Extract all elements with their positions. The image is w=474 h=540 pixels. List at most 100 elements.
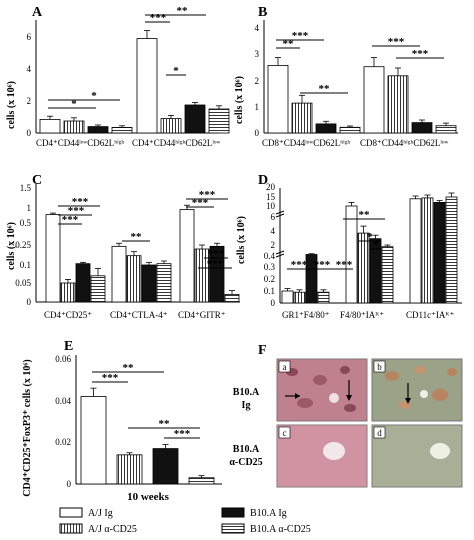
bar-aj-ig: [39, 119, 61, 134]
bar-aj-anti-cd25: [291, 102, 313, 134]
y-tick-label: 0.04: [55, 396, 71, 406]
y-tick-label: 4: [27, 64, 32, 74]
y-axis-label: cells (x 10⁶): [236, 216, 247, 264]
bar-aj-ig: [45, 214, 61, 303]
group-label: CD8⁺CD44ˡᵒʷCD62Lʰⁱᵍʰ: [262, 138, 350, 148]
panel-letter-b: B: [258, 5, 267, 20]
bars: [45, 204, 240, 303]
bar-b10a-anti-cd25: [156, 263, 172, 303]
y-axis-label: cells (x 10⁶): [6, 222, 17, 270]
bars: [281, 192, 458, 304]
bar-aj-ig: [267, 65, 289, 134]
y-tick-label: 0.25: [15, 240, 31, 250]
sig-label: **: [123, 362, 135, 374]
y-tick-label: 1: [27, 203, 32, 213]
y-tick-label: 0: [67, 479, 72, 489]
micrograph-d: d: [371, 424, 463, 488]
group-label: CD4⁺CD25⁺: [44, 310, 92, 320]
bar-b10a-ig: [141, 264, 157, 303]
y-tick-label: 0.05: [15, 278, 31, 288]
micrograph-c: c: [276, 424, 368, 488]
bar-b10a-ig: [411, 122, 433, 134]
sig-label: ***: [207, 258, 224, 270]
y-tick-label: 0.02: [55, 437, 71, 447]
bar-b10a-anti-cd25: [224, 293, 240, 303]
sig-label: *: [373, 239, 379, 251]
legend-label: A/J α-CD25: [88, 524, 137, 535]
micrograph-a: a: [276, 358, 368, 422]
y-tick-label: 10: [266, 201, 276, 211]
group-label: CD4⁺GITR⁺: [178, 310, 226, 320]
y-tick-label: 2: [27, 96, 32, 106]
panel-letter-c: C: [32, 173, 42, 188]
sig-label: ***: [314, 259, 331, 271]
legend-label: B10.A Ig: [250, 508, 287, 519]
bar-b10a-anti-cd25: [435, 125, 457, 134]
row-label: B10.A: [233, 444, 260, 455]
y-tick-label: 2: [271, 240, 276, 250]
group-label: GR1⁺F4/80⁺: [282, 310, 330, 320]
sig-label: *: [91, 90, 97, 102]
y-axis-label: cells (x 10⁶): [234, 76, 245, 124]
bar-aj-anti-cd25: [126, 255, 142, 303]
panel-d: D cells (x 10⁶) 0 0.1 0.2 0.3 0.4 2 4 6 …: [236, 173, 462, 320]
y-tick-label: 1.5: [20, 183, 32, 193]
bar-b10a-anti-cd25: [90, 275, 106, 303]
tile-label: c: [283, 428, 287, 438]
panel-letter-f: F: [258, 343, 267, 358]
sig-label: *: [71, 98, 77, 110]
panel-letter-e: E: [64, 339, 73, 354]
bar-b10a-ig: [87, 126, 109, 134]
bar-aj-anti-cd25: [116, 454, 143, 485]
row-label: B10.A: [233, 387, 260, 398]
group-label: CD4⁺CD44ˡᵒʷCD62Lʰⁱᵍʰ: [36, 138, 124, 148]
sig-label: ***: [291, 259, 308, 271]
y-tick-label: 6: [271, 212, 276, 222]
y-tick-label: 6: [27, 32, 32, 42]
significance-brackets: ** *** ** *** ***: [276, 30, 444, 95]
bar-b10a-anti-cd25: [111, 127, 133, 134]
bar-aj-anti-cd25: [293, 291, 306, 304]
bar-b10a-anti-cd25: [339, 126, 361, 134]
sig-label: **: [319, 83, 331, 95]
sig-label: *: [367, 231, 373, 243]
bar-aj-anti-cd25: [160, 118, 182, 134]
bar-aj-ig: [136, 38, 158, 134]
bar-b10a-ig: [184, 104, 206, 134]
group-label: CD4⁺CD44ʰⁱᵍʰCD62Lˡᵒʷ: [132, 138, 220, 148]
panel-letter-d: D: [258, 173, 268, 188]
y-tick-label: 20: [266, 182, 276, 192]
x-axis-label: 10 weeks: [127, 491, 170, 503]
sig-label: ***: [412, 48, 429, 60]
group-label: CD4⁺CTLA-4⁺: [110, 310, 168, 320]
sig-label: **: [177, 5, 189, 17]
bar-b10a-anti-cd25: [317, 291, 330, 304]
bars: [267, 57, 457, 134]
bar-aj-ig: [281, 290, 294, 304]
bar-b10a-anti-cd25: [445, 196, 458, 304]
panel-a: A cells (x 10⁶) 0 2 4 6 * * *** ** * CD4…: [6, 5, 230, 148]
y-tick-label: 0.3: [264, 262, 276, 272]
y-tick-label: 0: [27, 128, 32, 138]
panel-letter-a: A: [32, 5, 43, 20]
y-axis-label: CD4⁺CD25⁺FoxP3⁺ cells (x 10⁶): [22, 359, 33, 496]
bar-aj-anti-cd25: [357, 232, 370, 304]
legend-swatch: [59, 523, 83, 534]
y-tick-label: 0.4: [264, 251, 276, 261]
sig-label: **: [159, 418, 171, 430]
significance-brackets: *** *** *** ** * *: [287, 209, 385, 271]
bars: [80, 387, 215, 485]
bar-aj-ig: [111, 245, 127, 303]
y-tick-label: 4: [271, 226, 276, 236]
y-tick-label: 2: [255, 76, 260, 86]
bar-aj-ig: [409, 198, 422, 304]
y-tick-label: 0.1: [264, 286, 275, 296]
group-label: F4/80⁺IAᴷ⁺: [340, 310, 384, 320]
bar-b10a-anti-cd25: [208, 108, 230, 134]
axis-break: [275, 210, 285, 258]
panel-e: E CD4⁺CD25⁺FoxP3⁺ cells (x 10⁶) 0 0.02 0…: [22, 339, 222, 503]
y-axis-label: cells (x 10⁶): [6, 81, 17, 129]
bar-b10a-ig: [75, 263, 91, 303]
bar-b10a-anti-cd25: [188, 477, 215, 485]
y-tick-label: 15: [266, 192, 276, 202]
